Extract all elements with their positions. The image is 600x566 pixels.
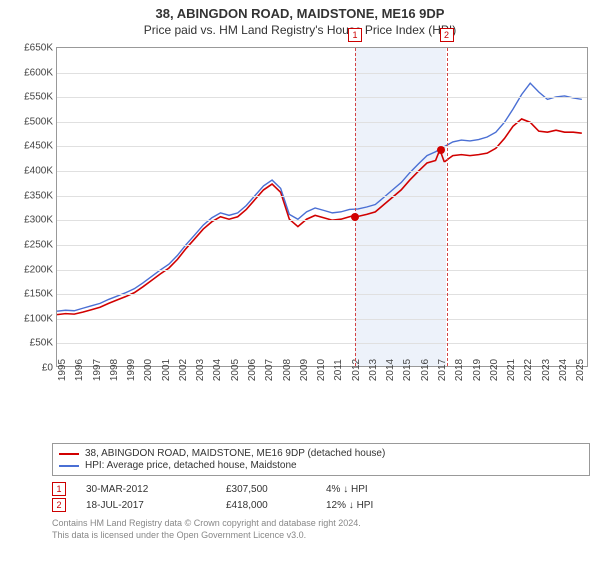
sale-marker-line (355, 48, 356, 366)
x-tick-label: 2006 (247, 359, 258, 381)
gridline (57, 171, 587, 172)
sale-marker-box: 1 (348, 28, 362, 42)
series-hpi (57, 83, 582, 311)
x-tick-label: 2013 (368, 359, 379, 381)
legend: 38, ABINGDON ROAD, MAIDSTONE, ME16 9DP (… (52, 443, 590, 476)
gridline (57, 220, 587, 221)
x-tick-label: 2023 (541, 359, 552, 381)
x-tick-label: 1995 (57, 359, 68, 381)
sale-index-box: 1 (52, 482, 66, 496)
sale-date: 30-MAR-2012 (86, 484, 206, 495)
x-tick-label: 2007 (264, 359, 275, 381)
sale-marker-line (447, 48, 448, 366)
chart-title: 38, ABINGDON ROAD, MAIDSTONE, ME16 9DP (0, 6, 600, 21)
sale-dot (351, 213, 359, 221)
gridline (57, 294, 587, 295)
y-tick-label: £250K (24, 239, 53, 250)
x-tick-label: 2010 (316, 359, 327, 381)
sale-marker-box: 2 (440, 28, 454, 42)
sale-delta: 4% ↓ HPI (326, 484, 416, 495)
y-tick-label: £600K (24, 67, 53, 78)
y-tick-label: £50K (30, 338, 53, 349)
sale-delta: 12% ↓ HPI (326, 500, 416, 511)
x-tick-label: 1998 (109, 359, 120, 381)
x-tick-label: 2003 (195, 359, 206, 381)
y-tick-label: £0 (42, 363, 53, 374)
x-tick-label: 2002 (178, 359, 189, 381)
legend-label: 38, ABINGDON ROAD, MAIDSTONE, ME16 9DP (… (85, 448, 385, 459)
y-tick-label: £500K (24, 116, 53, 127)
legend-label: HPI: Average price, detached house, Maid… (85, 460, 297, 471)
x-tick-label: 2004 (212, 359, 223, 381)
x-tick-label: 2015 (402, 359, 413, 381)
x-tick-label: 1997 (92, 359, 103, 381)
x-tick-label: 2008 (282, 359, 293, 381)
x-tick-label: 2005 (230, 359, 241, 381)
x-tick-label: 2021 (506, 359, 517, 381)
sale-price: £307,500 (226, 484, 306, 495)
sale-price: £418,000 (226, 500, 306, 511)
y-tick-label: £400K (24, 166, 53, 177)
series-property (57, 119, 582, 315)
legend-item: HPI: Average price, detached house, Maid… (59, 460, 583, 471)
sale-index-box: 2 (52, 498, 66, 512)
gridline (57, 319, 587, 320)
x-tick-label: 2024 (558, 359, 569, 381)
sale-row: 1 30-MAR-2012 £307,500 4% ↓ HPI (52, 482, 590, 496)
footer-line-2: This data is licensed under the Open Gov… (52, 530, 590, 542)
footer-line-1: Contains HM Land Registry data © Crown c… (52, 518, 590, 530)
x-tick-label: 1996 (74, 359, 85, 381)
y-tick-label: £650K (24, 43, 53, 54)
legend-item: 38, ABINGDON ROAD, MAIDSTONE, ME16 9DP (… (59, 448, 583, 459)
plot-area: £0£50K£100K£150K£200K£250K£300K£350K£400… (56, 47, 588, 367)
legend-swatch (59, 465, 79, 467)
gridline (57, 122, 587, 123)
sale-row: 2 18-JUL-2017 £418,000 12% ↓ HPI (52, 498, 590, 512)
x-tick-label: 2018 (454, 359, 465, 381)
x-tick-label: 2001 (161, 359, 172, 381)
sale-dot (437, 146, 445, 154)
x-tick-label: 2019 (472, 359, 483, 381)
x-tick-label: 2020 (489, 359, 500, 381)
gridline (57, 245, 587, 246)
x-tick-label: 1999 (126, 359, 137, 381)
x-tick-label: 2009 (299, 359, 310, 381)
y-tick-label: £550K (24, 92, 53, 103)
x-tick-label: 2014 (385, 359, 396, 381)
x-tick-label: 2025 (575, 359, 586, 381)
footer-attribution: Contains HM Land Registry data © Crown c… (52, 518, 590, 541)
gridline (57, 73, 587, 74)
x-tick-label: 2016 (420, 359, 431, 381)
sale-date: 18-JUL-2017 (86, 500, 206, 511)
y-tick-label: £350K (24, 190, 53, 201)
y-tick-label: £100K (24, 313, 53, 324)
gridline (57, 270, 587, 271)
legend-swatch (59, 453, 79, 455)
y-tick-label: £150K (24, 289, 53, 300)
x-tick-label: 2022 (523, 359, 534, 381)
y-tick-label: £450K (24, 141, 53, 152)
chart-subtitle: Price paid vs. HM Land Registry's House … (0, 23, 600, 37)
x-tick-label: 2000 (143, 359, 154, 381)
chart-container: £0 £50K £100K £150K £200K £250K £300K £350K £400… (10, 41, 592, 401)
y-tick-label: £300K (24, 215, 53, 226)
sales-table: 1 30-MAR-2012 £307,500 4% ↓ HPI 2 18-JUL-2017… (52, 482, 590, 512)
gridline (57, 97, 587, 98)
x-tick-label: 2012 (351, 359, 362, 381)
gridline (57, 146, 587, 147)
y-tick-label: £200K (24, 264, 53, 275)
gridline (57, 343, 587, 344)
x-tick-label: 2011 (333, 359, 344, 381)
gridline (57, 196, 587, 197)
